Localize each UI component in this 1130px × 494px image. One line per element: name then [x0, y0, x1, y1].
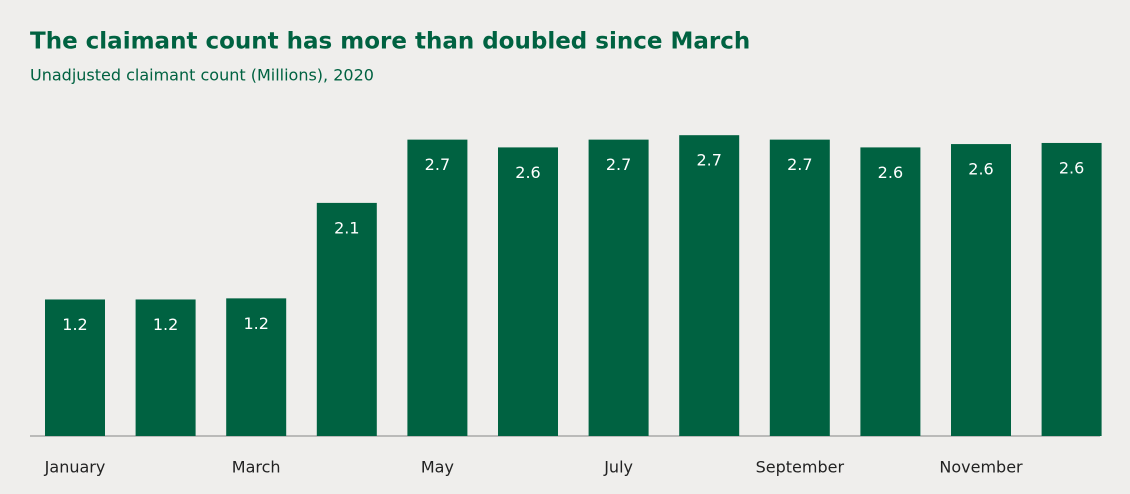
- value-label: 2.6: [515, 163, 540, 182]
- value-label: 2.7: [606, 155, 631, 174]
- bar: [951, 144, 1011, 436]
- bar: [498, 147, 558, 436]
- bar: [769, 139, 830, 436]
- value-label: 1.2: [153, 315, 178, 334]
- bar: [860, 147, 921, 436]
- bar: [135, 299, 196, 436]
- value-label: 2.7: [425, 155, 450, 174]
- bar: [588, 139, 649, 436]
- x-tick-label: July: [603, 458, 633, 477]
- x-tick-label: March: [232, 458, 281, 477]
- bar: [1041, 142, 1102, 436]
- bar: [45, 299, 105, 436]
- value-label: 2.6: [878, 163, 903, 182]
- bar: [679, 135, 740, 436]
- x-tick-label: November: [939, 458, 1023, 477]
- chart-title: The claimant count has more than doubled…: [30, 29, 750, 55]
- bar: [226, 298, 287, 436]
- x-tick-label: May: [421, 458, 454, 477]
- value-label: 1.2: [243, 314, 268, 333]
- x-tick-label: January: [44, 458, 106, 477]
- value-label: 2.6: [968, 160, 993, 179]
- chart-subtitle: Unadjusted claimant count (Millions), 20…: [30, 66, 374, 85]
- value-label: 2.1: [334, 218, 359, 237]
- bar: [407, 139, 468, 436]
- value-label: 1.2: [62, 315, 87, 334]
- bar: [316, 202, 377, 436]
- value-label: 2.7: [787, 155, 812, 174]
- value-label: 2.6: [1059, 158, 1084, 177]
- value-label: 2.7: [696, 151, 721, 170]
- x-tick-label: September: [756, 458, 845, 477]
